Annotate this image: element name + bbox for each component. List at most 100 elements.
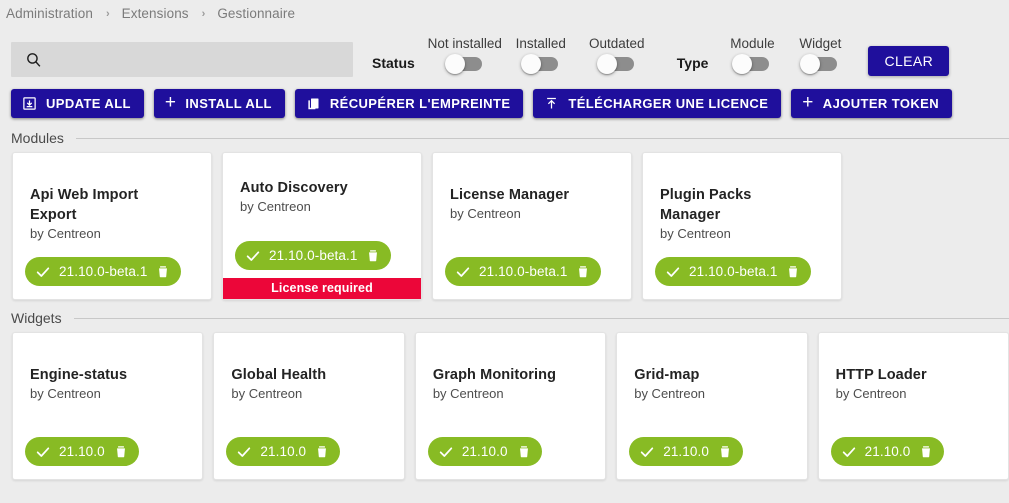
plus-icon: +: [164, 92, 177, 113]
extensions-list: Modules Api Web Import Export by Centreon 2…: [0, 124, 1009, 480]
action-r-cup-rer-l-empreinte-button[interactable]: RÉCUPÉRER L'EMPREINTE: [294, 88, 524, 118]
version-badge[interactable]: 21.10.0: [629, 437, 743, 466]
action-button-label: AJOUTER TOKEN: [822, 95, 939, 111]
card-title: Graph Monitoring: [432, 367, 557, 383]
extension-card[interactable]: Graph Monitoring by Centreon 21.10.0: [414, 332, 607, 480]
extension-card[interactable]: Plugin Packs Manager by Centreon 21.10.0-b…: [642, 152, 842, 300]
card-title: Plugin Packs Manager: [660, 187, 752, 223]
toggle-label: Not installed: [427, 36, 502, 51]
action-button-bar: UPDATE ALL + INSTALL ALL RÉCUPÉRER L'EMPREI…: [0, 82, 1009, 120]
license-required-banner: License required: [223, 278, 421, 299]
version-badge[interactable]: 21.10.0-beta.1: [25, 257, 182, 286]
version-badge[interactable]: 21.10.0: [25, 437, 139, 466]
search-box[interactable]: [11, 42, 353, 77]
toggle-knob: [596, 54, 617, 74]
toggle-knob: [444, 54, 465, 74]
version-label: 21.10.0: [260, 444, 307, 459]
trash-icon[interactable]: [517, 444, 531, 459]
toggle-switch[interactable]: [520, 54, 558, 74]
card-title: Api Web Import Export: [30, 187, 139, 223]
version-badge[interactable]: 21.10.0: [427, 437, 542, 466]
check-icon: [438, 444, 454, 460]
toggle-label: Module: [730, 36, 775, 51]
card-author: by Centreon: [231, 386, 303, 401]
trash-icon[interactable]: [366, 248, 380, 263]
version-badge[interactable]: 21.10.0-beta.1: [655, 257, 812, 286]
extension-card[interactable]: Engine-status by Centreon 21.10.0: [12, 332, 204, 480]
check-icon: [236, 444, 252, 460]
trash-icon[interactable]: [576, 264, 590, 279]
card-author: by Centreon: [240, 199, 311, 214]
action-t-l-charger-une-licence-button[interactable]: TÉLÉCHARGER UNE LICENCE: [533, 88, 782, 118]
card-author: by Centreon: [432, 386, 504, 401]
breadcrumb: Administration › Extensions › Gestionnaire: [0, 0, 1009, 27]
version-label: 21.10.0-beta.1: [479, 264, 568, 279]
trash-icon[interactable]: [315, 444, 329, 459]
section-header-modules: Modules: [0, 124, 1009, 152]
search-icon: [25, 51, 42, 68]
version-label: 21.10.0-beta.1: [269, 248, 358, 263]
trash-icon[interactable]: [114, 444, 128, 459]
trash-icon[interactable]: [156, 264, 170, 279]
toggle-switch[interactable]: [596, 54, 634, 74]
plus-icon: +: [802, 92, 814, 113]
section-title: Widgets: [11, 310, 62, 326]
section-divider: [73, 317, 1009, 319]
extension-card[interactable]: Auto Discovery by Centreon 21.10.0-beta.1 L…: [222, 152, 422, 300]
cards-row: Engine-status by Centreon 21.10.0 Global He…: [0, 332, 1009, 480]
extension-card[interactable]: HTTP Loader by Centreon 21.10.0: [817, 332, 1009, 480]
version-label: 21.10.0: [59, 444, 105, 459]
version-label: 21.10.0-beta.1: [59, 264, 148, 279]
toggle-knob: [732, 54, 753, 74]
version-label: 21.10.0-beta.1: [689, 264, 778, 279]
search-input[interactable]: [42, 42, 353, 77]
download-box-icon: [22, 96, 37, 111]
filter-toggle-installed[interactable]: Installed: [503, 36, 579, 82]
cards-row: Api Web Import Export by Centreon 21.10.0-…: [0, 152, 1009, 300]
action-update-all-button[interactable]: UPDATE ALL: [11, 88, 144, 118]
toggle-label: Widget: [799, 36, 842, 51]
extension-card[interactable]: Grid-map by Centreon 21.10.0: [616, 332, 808, 480]
action-button-label: UPDATE ALL: [46, 95, 131, 111]
trash-icon[interactable]: [786, 264, 800, 279]
version-label: 21.10.0: [864, 444, 911, 459]
section-title: Modules: [11, 130, 64, 146]
breadcrumb-separator: ›: [105, 7, 110, 20]
action-button-label: INSTALL ALL: [185, 95, 272, 111]
filter-toggle-outdated[interactable]: Outdated: [579, 36, 655, 82]
toggle-label: Outdated: [589, 36, 645, 51]
toggle-switch[interactable]: [444, 54, 482, 74]
version-badge[interactable]: 21.10.0: [226, 437, 341, 466]
filter-toggle-widget[interactable]: Widget: [786, 36, 854, 82]
card-author: by Centreon: [450, 206, 521, 221]
action-button-label: RÉCUPÉRER L'EMPREINTE: [329, 95, 511, 111]
version-label: 21.10.0: [461, 444, 508, 459]
card-title: HTTP Loader: [835, 367, 927, 383]
extension-card[interactable]: Global Health by Centreon 21.10.0: [213, 332, 405, 480]
breadcrumb-item-administration[interactable]: Administration: [6, 6, 93, 21]
filter-bar: Status Not installed Installed Outdated Ty…: [0, 27, 1009, 82]
trash-icon[interactable]: [919, 444, 933, 459]
version-badge[interactable]: 21.10.0-beta.1: [445, 257, 602, 286]
check-icon: [245, 248, 261, 264]
card-author: by Centreon: [30, 386, 101, 401]
trash-icon[interactable]: [718, 444, 732, 459]
action-install-all-button[interactable]: + INSTALL ALL: [153, 88, 285, 118]
extension-card[interactable]: License Manager by Centreon 21.10.0-beta.1: [432, 152, 632, 300]
breadcrumb-item-extensions[interactable]: Extensions: [121, 6, 189, 21]
clear-button[interactable]: CLEAR: [868, 46, 950, 76]
section-divider: [75, 137, 1009, 139]
type-filter-label: Type: [676, 55, 709, 71]
check-icon: [639, 444, 655, 460]
toggle-switch[interactable]: [800, 54, 838, 74]
breadcrumb-item-gestionnaire: Gestionnaire: [217, 6, 296, 21]
toggle-switch[interactable]: [732, 54, 770, 74]
card-author: by Centreon: [634, 386, 706, 401]
card-title: License Manager: [450, 187, 570, 203]
extension-card[interactable]: Api Web Import Export by Centreon 21.10.0-…: [12, 152, 212, 300]
action-ajouter-token-button[interactable]: + AJOUTER TOKEN: [791, 88, 952, 118]
filter-toggle-module[interactable]: Module: [718, 36, 786, 82]
version-badge[interactable]: 21.10.0-beta.1: [235, 241, 392, 270]
filter-toggle-not-installed[interactable]: Not installed: [427, 36, 503, 82]
version-badge[interactable]: 21.10.0: [830, 437, 945, 466]
